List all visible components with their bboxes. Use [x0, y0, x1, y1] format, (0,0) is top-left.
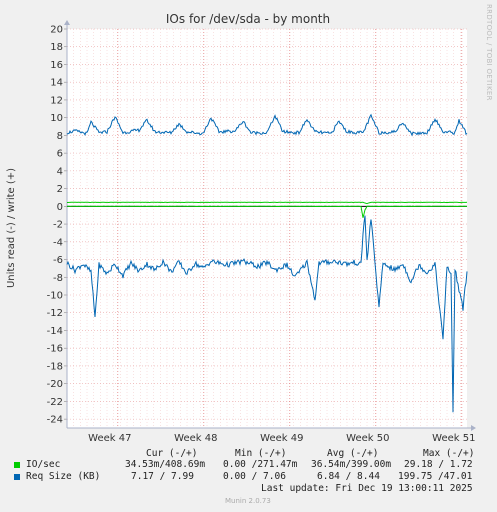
- series-reqsize-write-line: [66, 113, 468, 137]
- y-tick-label: -18: [47, 361, 63, 372]
- y-tick-label: -12: [47, 308, 63, 319]
- series-reqsize-read-line: [66, 215, 468, 413]
- y-tick-label: -4: [53, 237, 63, 248]
- y-tick-label: 12: [50, 95, 63, 106]
- y-tick-label: 10: [50, 113, 63, 124]
- x-tick-label: Week 49: [260, 433, 303, 444]
- x-tick-label: Week 47: [88, 433, 131, 444]
- y-tick-label: 14: [50, 78, 63, 89]
- y-tick-label: 20: [50, 25, 63, 36]
- y-tick-label: -14: [47, 326, 63, 337]
- y-axis-label: Units read (-) / write (+): [6, 168, 17, 288]
- y-tick-label: -6: [53, 255, 63, 266]
- x-tick-label: Week 50: [346, 433, 389, 444]
- y-tick-label: -16: [47, 344, 63, 355]
- x-tick-label: Week 51: [432, 433, 475, 444]
- y-tick-label: 18: [50, 42, 63, 53]
- y-tick-label: 8: [57, 131, 63, 142]
- series-io-read-line: [66, 205, 468, 218]
- munin-version: Munin 2.0.73: [225, 497, 271, 505]
- x-axis-arrow: [471, 425, 476, 431]
- y-tick-label: -22: [47, 397, 63, 408]
- y-tick-label: 16: [50, 60, 63, 71]
- y-tick-label: 6: [57, 149, 63, 160]
- series-io-write-line: [67, 201, 468, 205]
- y-tick-label: 2: [57, 184, 63, 195]
- y-tick-label: 4: [57, 166, 63, 177]
- y-tick-label: -20: [47, 379, 63, 390]
- y-axis-arrow: [64, 20, 70, 25]
- rrdtool-credit: RRDTOOL / TOBI OETIKER: [485, 4, 493, 101]
- x-tick-label: Week 48: [174, 433, 217, 444]
- y-tick-label: -24: [47, 415, 63, 426]
- y-tick-label: 0: [57, 202, 63, 213]
- chart-title: IOs for /dev/sda - by month: [166, 12, 330, 26]
- y-tick-label: -2: [53, 220, 63, 231]
- y-tick-label: -8: [53, 273, 63, 284]
- y-tick-label: -10: [47, 291, 63, 302]
